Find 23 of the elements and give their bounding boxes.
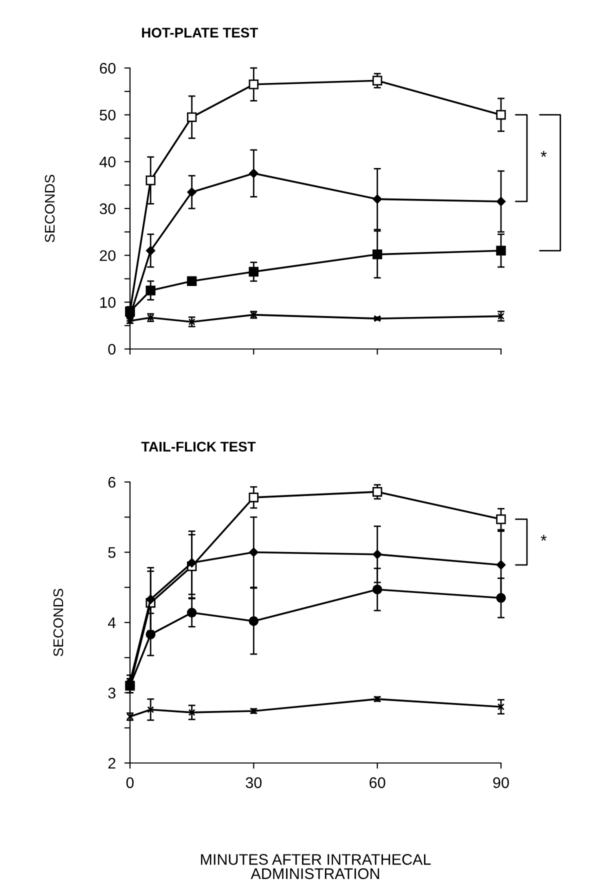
- text: *: [540, 534, 547, 541]
- y-tick-label: 4: [108, 618, 116, 628]
- x-tick-label: 30: [246, 777, 262, 788]
- y-tick-label: 3: [108, 688, 116, 698]
- y-axis-title: SECONDS: [53, 588, 64, 656]
- x-tick-label: 60: [370, 777, 386, 788]
- x-tick-label: 90: [493, 777, 509, 788]
- y-tick-label: 20: [100, 250, 116, 262]
- y-tick-label: 30: [100, 203, 116, 214]
- text: *: [540, 151, 547, 157]
- y-tick-label: 6: [108, 476, 116, 488]
- y-tick-label: 40: [99, 156, 116, 168]
- y-axis-title: SECONDS: [44, 174, 55, 242]
- y-tick-label: 5: [108, 547, 116, 558]
- y-tick-label: 2: [108, 758, 116, 769]
- y-tick-label: 0: [108, 344, 116, 355]
- chart-title: TAIL-FLICK TEST: [141, 442, 256, 452]
- x-tick-label: 0: [126, 777, 134, 788]
- x-axis-title: MINUTES AFTER INTRATHECAL ADMINISTRATION: [201, 854, 431, 880]
- chart-title: HOT-PLATE TEST: [142, 28, 258, 38]
- y-tick-label: 10: [100, 297, 116, 308]
- y-tick-label: 60: [100, 62, 116, 74]
- y-tick-label: 50: [100, 110, 116, 121]
